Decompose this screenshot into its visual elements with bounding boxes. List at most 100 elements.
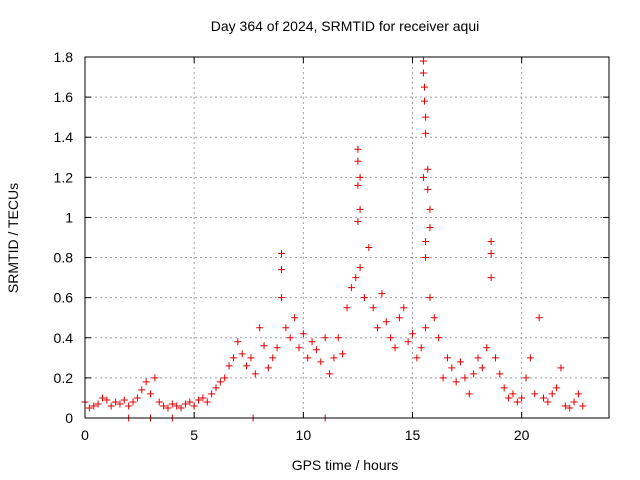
data-point <box>500 384 508 392</box>
data-point <box>570 398 578 406</box>
data-point <box>561 402 569 410</box>
x-tick-label: 0 <box>81 427 89 443</box>
data-point <box>286 334 294 342</box>
data-point <box>548 390 556 398</box>
y-tick-label: 1.2 <box>54 169 74 185</box>
data-point <box>347 284 355 292</box>
data-point <box>308 338 316 346</box>
data-point <box>356 205 364 213</box>
data-point <box>378 290 386 298</box>
data-point <box>491 354 499 362</box>
x-tick-label: 10 <box>296 427 312 443</box>
data-point <box>557 364 565 372</box>
data-point <box>465 390 473 398</box>
data-point <box>147 390 154 398</box>
data-point <box>461 374 469 382</box>
data-point <box>326 370 334 378</box>
y-tick-label: 1.6 <box>54 89 74 105</box>
data-point <box>103 396 111 404</box>
x-tick-label: 5 <box>190 427 198 443</box>
data-point <box>419 173 427 181</box>
y-axis-label: SRMTID / TECUs <box>5 183 21 293</box>
data-point <box>164 404 172 412</box>
data-point <box>278 294 285 302</box>
data-point <box>291 314 299 322</box>
data-point <box>421 97 429 105</box>
data-point <box>360 294 368 302</box>
data-point <box>208 390 216 398</box>
y-tick-label: 0.8 <box>54 250 74 266</box>
data-point <box>321 334 329 342</box>
x-tick-label: 20 <box>514 427 530 443</box>
data-point <box>234 338 242 346</box>
data-point <box>203 398 211 406</box>
data-point <box>365 244 373 252</box>
data-point <box>474 354 482 362</box>
data-point <box>125 402 133 410</box>
data-point <box>540 394 547 402</box>
data-point <box>151 374 159 382</box>
data-point <box>422 324 430 332</box>
data-point <box>387 334 395 342</box>
data-point <box>513 398 521 406</box>
data-point <box>430 314 438 322</box>
data-point <box>129 398 137 406</box>
data-point <box>566 404 574 412</box>
data-point <box>426 205 434 213</box>
data-point <box>299 330 307 338</box>
data-point <box>282 324 290 332</box>
data-point <box>509 390 517 398</box>
data-point <box>221 374 229 382</box>
data-point <box>199 394 207 402</box>
data-point <box>400 304 408 312</box>
chart-title: Day 364 of 2024, SRMTID for receiver aqu… <box>211 18 479 34</box>
data-point <box>487 274 495 282</box>
data-point <box>426 294 434 302</box>
data-point <box>273 344 281 352</box>
data-point <box>518 394 526 402</box>
data-point <box>142 378 150 386</box>
data-point <box>426 223 434 231</box>
data-point <box>304 354 312 362</box>
data-point <box>369 304 377 312</box>
data-point <box>470 370 478 378</box>
data-points <box>81 57 587 422</box>
data-point <box>448 364 456 372</box>
data-point <box>435 334 443 342</box>
data-point <box>574 390 582 398</box>
data-point <box>212 384 220 392</box>
plot-frame <box>84 56 610 419</box>
data-point <box>522 374 530 382</box>
data-point <box>439 374 447 382</box>
data-point <box>535 314 543 322</box>
grid-lines <box>85 57 609 418</box>
data-point <box>90 402 98 410</box>
data-point <box>260 342 268 350</box>
data-point <box>352 274 360 282</box>
data-point <box>413 354 421 362</box>
data-point <box>251 370 259 378</box>
data-point <box>553 384 561 392</box>
data-point <box>112 398 120 406</box>
data-point <box>356 264 364 272</box>
data-point <box>579 402 587 410</box>
data-point <box>374 324 382 332</box>
y-tick-label: 1 <box>65 209 73 225</box>
data-point <box>98 394 106 402</box>
data-point <box>295 344 303 352</box>
data-point <box>186 398 194 406</box>
data-point <box>395 314 403 322</box>
data-point <box>190 402 198 410</box>
data-point <box>256 324 264 332</box>
data-point <box>354 157 362 165</box>
data-point <box>457 358 465 366</box>
data-point <box>339 350 347 358</box>
data-point <box>422 129 430 137</box>
data-point <box>478 364 486 372</box>
y-tick-label: 0.4 <box>54 330 74 346</box>
data-point <box>356 173 364 181</box>
data-point <box>544 398 552 406</box>
data-point <box>173 402 181 410</box>
x-axis-label: GPS time / hours <box>292 457 399 473</box>
